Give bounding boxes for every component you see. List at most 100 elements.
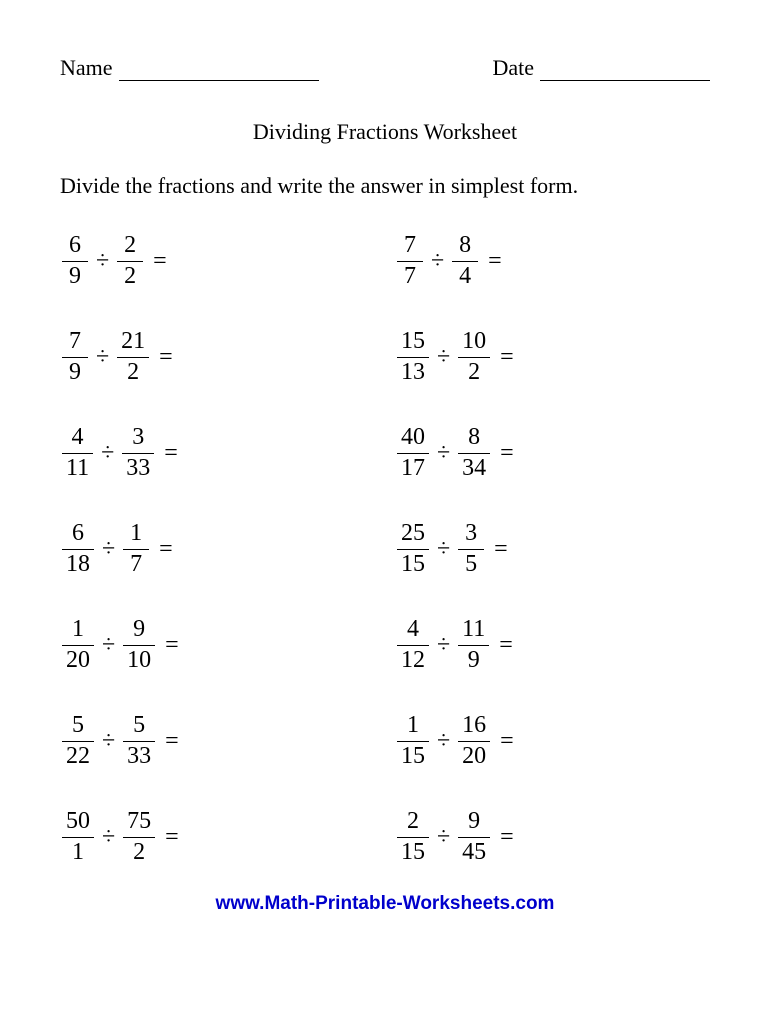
fraction-bar xyxy=(123,549,149,550)
fraction-bar xyxy=(123,741,155,742)
fraction-b-numerator: 16 xyxy=(458,713,490,738)
fraction-a-denominator: 13 xyxy=(397,360,429,385)
equals-sign: = xyxy=(500,344,514,371)
fraction-b-denominator: 10 xyxy=(123,648,155,673)
problem: 79÷212= xyxy=(60,309,375,405)
equals-sign: = xyxy=(488,248,502,275)
divide-operator: ÷ xyxy=(437,344,450,371)
fraction-a-numerator: 6 xyxy=(62,233,88,258)
fraction-a-numerator: 4 xyxy=(400,617,426,642)
fraction-a-numerator: 1 xyxy=(400,713,426,738)
fraction-b-denominator: 33 xyxy=(123,744,155,769)
fraction-a-denominator: 17 xyxy=(397,456,429,481)
fraction-a-denominator: 11 xyxy=(62,456,93,481)
fraction-bar xyxy=(458,741,490,742)
fraction-bar xyxy=(62,837,94,838)
fraction-a-numerator: 7 xyxy=(62,329,88,354)
problem: 1513÷102= xyxy=(395,309,710,405)
footer-link[interactable]: www.Math-Printable-Worksheets.com xyxy=(216,893,555,914)
divide-operator: ÷ xyxy=(437,728,450,755)
fraction-a-numerator: 7 xyxy=(397,233,423,258)
fraction-bar xyxy=(62,549,94,550)
fraction-b-numerator: 10 xyxy=(458,329,490,354)
divide-operator: ÷ xyxy=(437,536,450,563)
fraction-a: 215 xyxy=(397,809,429,864)
name-blank[interactable] xyxy=(119,61,319,81)
fraction-bar xyxy=(123,837,155,838)
worksheet-page: Name Date Dividing Fractions Worksheet D… xyxy=(0,0,770,945)
fraction-a: 522 xyxy=(62,713,94,768)
equals-sign: = xyxy=(165,728,179,755)
equals-sign: = xyxy=(500,440,514,467)
fraction-a-denominator: 22 xyxy=(62,744,94,769)
fraction-a-denominator: 12 xyxy=(397,648,429,673)
fraction-b: 752 xyxy=(123,809,155,864)
fraction-a: 69 xyxy=(62,233,88,288)
divide-operator: ÷ xyxy=(437,440,450,467)
fraction-a: 79 xyxy=(62,329,88,384)
fraction-bar xyxy=(397,261,423,262)
fraction-bar xyxy=(458,837,490,838)
fraction-a-denominator: 9 xyxy=(62,360,88,385)
fraction-b-numerator: 3 xyxy=(458,521,484,546)
problem: 115÷1620= xyxy=(395,693,710,789)
fraction-b: 22 xyxy=(117,233,143,288)
fraction-b: 333 xyxy=(122,425,154,480)
fraction-b-numerator: 11 xyxy=(458,617,489,642)
fraction-bar xyxy=(458,453,490,454)
fraction-b-numerator: 9 xyxy=(461,809,487,834)
fraction-bar xyxy=(397,453,429,454)
fraction-bar xyxy=(62,645,94,646)
fraction-b-numerator: 5 xyxy=(126,713,152,738)
fraction-b: 1620 xyxy=(458,713,490,768)
equals-sign: = xyxy=(159,536,173,563)
fraction-b-denominator: 45 xyxy=(458,840,490,865)
fraction-b-numerator: 1 xyxy=(123,521,149,546)
fraction-bar xyxy=(117,261,143,262)
problems-grid: 69÷22=77÷84=79÷212=1513÷102=411÷333=4017… xyxy=(60,213,710,885)
fraction-a: 115 xyxy=(397,713,429,768)
fraction-a-denominator: 18 xyxy=(62,552,94,577)
fraction-bar xyxy=(123,645,155,646)
fraction-b-denominator: 20 xyxy=(458,744,490,769)
fraction-b-denominator: 7 xyxy=(123,552,149,577)
fraction-a: 120 xyxy=(62,617,94,672)
date-field: Date xyxy=(492,55,710,81)
fraction-b-numerator: 2 xyxy=(117,233,143,258)
fraction-a-numerator: 15 xyxy=(397,329,429,354)
equals-sign: = xyxy=(159,344,173,371)
equals-sign: = xyxy=(499,632,513,659)
fraction-b-denominator: 2 xyxy=(126,840,152,865)
fraction-b: 533 xyxy=(123,713,155,768)
fraction-b-denominator: 34 xyxy=(458,456,490,481)
instructions-text: Divide the fractions and write the answe… xyxy=(60,173,710,199)
fraction-bar xyxy=(452,261,478,262)
problem: 4017÷834= xyxy=(395,405,710,501)
fraction-a-denominator: 9 xyxy=(62,264,88,289)
fraction-a-numerator: 6 xyxy=(65,521,91,546)
fraction-a-denominator: 15 xyxy=(397,744,429,769)
divide-operator: ÷ xyxy=(96,248,109,275)
problem: 618÷17= xyxy=(60,501,375,597)
fraction-bar xyxy=(62,357,88,358)
fraction-b: 17 xyxy=(123,521,149,576)
fraction-bar xyxy=(397,741,429,742)
divide-operator: ÷ xyxy=(102,536,115,563)
fraction-a-denominator: 1 xyxy=(65,840,91,865)
fraction-b: 834 xyxy=(458,425,490,480)
date-blank[interactable] xyxy=(540,61,710,81)
fraction-b: 35 xyxy=(458,521,484,576)
fraction-a: 411 xyxy=(62,425,93,480)
fraction-bar xyxy=(397,645,429,646)
divide-operator: ÷ xyxy=(102,632,115,659)
fraction-a-numerator: 5 xyxy=(65,713,91,738)
fraction-a: 412 xyxy=(397,617,429,672)
equals-sign: = xyxy=(165,824,179,851)
fraction-a-numerator: 50 xyxy=(62,809,94,834)
fraction-bar xyxy=(458,645,489,646)
fraction-a: 77 xyxy=(397,233,423,288)
problem: 522÷533= xyxy=(60,693,375,789)
fraction-bar xyxy=(397,357,429,358)
fraction-b-numerator: 75 xyxy=(123,809,155,834)
problem: 69÷22= xyxy=(60,213,375,309)
